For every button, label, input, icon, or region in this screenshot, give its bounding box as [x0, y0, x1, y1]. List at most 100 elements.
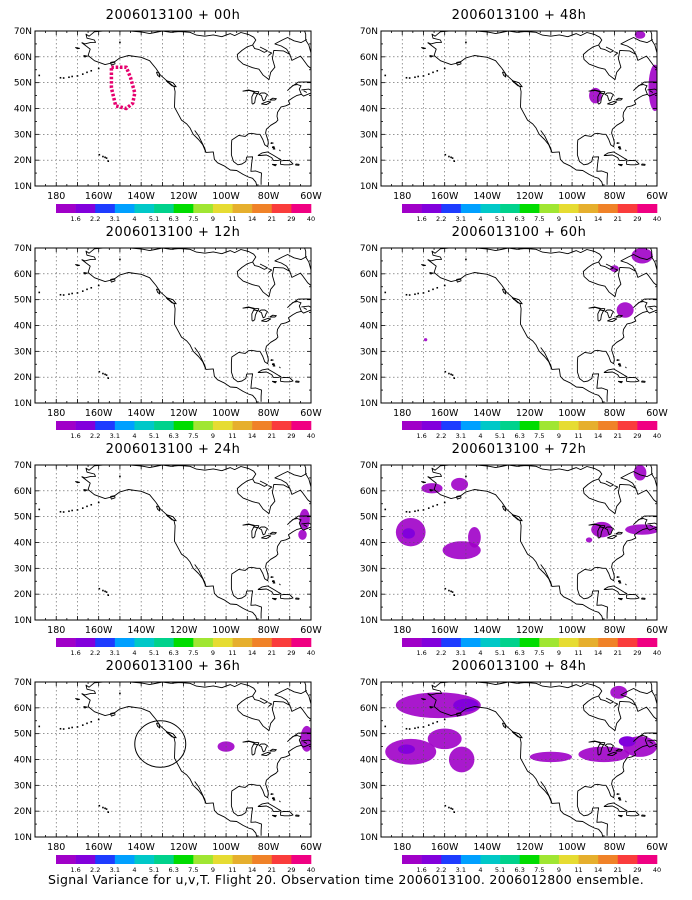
island — [71, 292, 73, 295]
coastline — [310, 527, 311, 528]
colorbar-swatch — [460, 421, 481, 430]
x-tick-label: 160W — [431, 408, 459, 419]
x-tick-label: 60W — [646, 191, 668, 202]
coastline — [279, 800, 281, 803]
y-tick-label: 40N — [14, 539, 32, 549]
island — [444, 370, 447, 373]
island — [86, 71, 88, 74]
island — [427, 507, 430, 509]
coastline — [421, 698, 427, 701]
coastline — [279, 149, 281, 152]
colorbar-swatch — [558, 855, 579, 864]
island — [98, 804, 101, 807]
x-tick-label: 100W — [212, 842, 240, 853]
coastline — [155, 505, 161, 512]
coastline — [603, 368, 628, 378]
coastline — [511, 297, 523, 305]
coastline — [314, 248, 317, 261]
colorbar-swatch — [402, 638, 422, 647]
coastline — [615, 748, 623, 752]
coastline — [269, 314, 277, 318]
x-tick-label: 140W — [473, 408, 501, 419]
colorbar-label: 3.1 — [456, 866, 466, 874]
coastline — [603, 151, 628, 161]
colorbar-label: 4 — [132, 215, 136, 223]
coastline — [165, 514, 177, 522]
map-plot: 180 160W 140W 120W 100W 80W 60W 10N 20N 30N 40N 50N… — [360, 461, 669, 657]
coastline — [252, 478, 268, 487]
coastline — [607, 318, 618, 323]
colorbar-swatch — [558, 638, 579, 647]
island — [76, 509, 79, 511]
coastline — [258, 92, 268, 102]
colorbar-label: 21 — [614, 215, 622, 223]
colorbar-swatch — [173, 638, 194, 647]
colorbar-label: 6.3 — [169, 215, 179, 223]
coastline — [421, 47, 427, 50]
island — [417, 292, 419, 295]
colorbar-label: 2.2 — [436, 866, 446, 874]
coastline — [269, 97, 277, 101]
map-plot: 180 160W 140W 120W 100W 80W 60W 10N 20N 30N 40N 50N… — [360, 27, 669, 223]
colorbar-swatch — [480, 855, 501, 864]
colorbar-label: 5.1 — [495, 866, 505, 874]
coastline — [75, 481, 81, 484]
coastline — [429, 489, 434, 492]
colorbar-label: 6.3 — [515, 866, 525, 874]
x-tick-label: 180 — [393, 408, 411, 419]
coastline — [616, 576, 620, 579]
coastline — [641, 597, 646, 600]
coastline — [597, 92, 605, 105]
coastline — [274, 254, 308, 272]
island — [417, 75, 419, 78]
coastline — [598, 695, 614, 704]
coastline — [109, 61, 116, 66]
colorbar-label: 14 — [248, 432, 256, 440]
colorbar-swatch — [578, 421, 599, 430]
colorbar-swatch — [56, 204, 76, 213]
island — [408, 728, 411, 730]
coastline — [647, 88, 657, 91]
y-tick-label: 50N — [14, 296, 32, 306]
island — [414, 727, 416, 730]
coastline — [304, 31, 311, 54]
colorbar-swatch — [154, 204, 174, 213]
coastline — [660, 248, 663, 261]
island — [38, 291, 41, 294]
colorbar-label: 14 — [248, 649, 256, 657]
coastline — [258, 526, 268, 536]
colorbar-label: 14 — [248, 215, 256, 223]
coastline — [620, 471, 654, 489]
coastline — [650, 31, 657, 54]
map-panel-36h: 2006013100 + 36h 180 160W 140W 120W 100W 80W 6… — [0, 651, 346, 876]
variance-contour — [298, 529, 307, 540]
island — [432, 71, 434, 74]
island — [443, 501, 446, 504]
coastline — [660, 465, 663, 478]
colorbar-label: 21 — [614, 432, 622, 440]
x-tick-label: 80W — [258, 842, 280, 853]
colorbar-label: 29 — [287, 432, 295, 440]
colorbar-label: 11 — [228, 432, 236, 440]
island — [119, 692, 121, 695]
y-tick-label: 50N — [360, 513, 378, 523]
colorbar-label: 29 — [633, 866, 641, 874]
x-tick-label: 60W — [646, 625, 668, 636]
x-tick-label: 60W — [300, 191, 322, 202]
variance-contour — [423, 338, 428, 342]
island — [98, 370, 101, 373]
coastline — [633, 732, 657, 746]
y-tick-label: 70N — [14, 461, 32, 471]
coastline — [615, 314, 623, 318]
colorbar-swatch — [480, 204, 501, 213]
coastline — [647, 305, 657, 308]
colorbar-swatch — [75, 421, 96, 430]
colorbar-swatch — [114, 204, 135, 213]
colorbar-swatch — [617, 204, 638, 213]
island — [86, 722, 88, 725]
x-tick-label: 80W — [604, 842, 626, 853]
y-tick-label: 40N — [360, 539, 378, 549]
colorbar-swatch — [252, 638, 273, 647]
coastline — [660, 31, 663, 44]
colorbar-label: 7.5 — [188, 866, 198, 874]
